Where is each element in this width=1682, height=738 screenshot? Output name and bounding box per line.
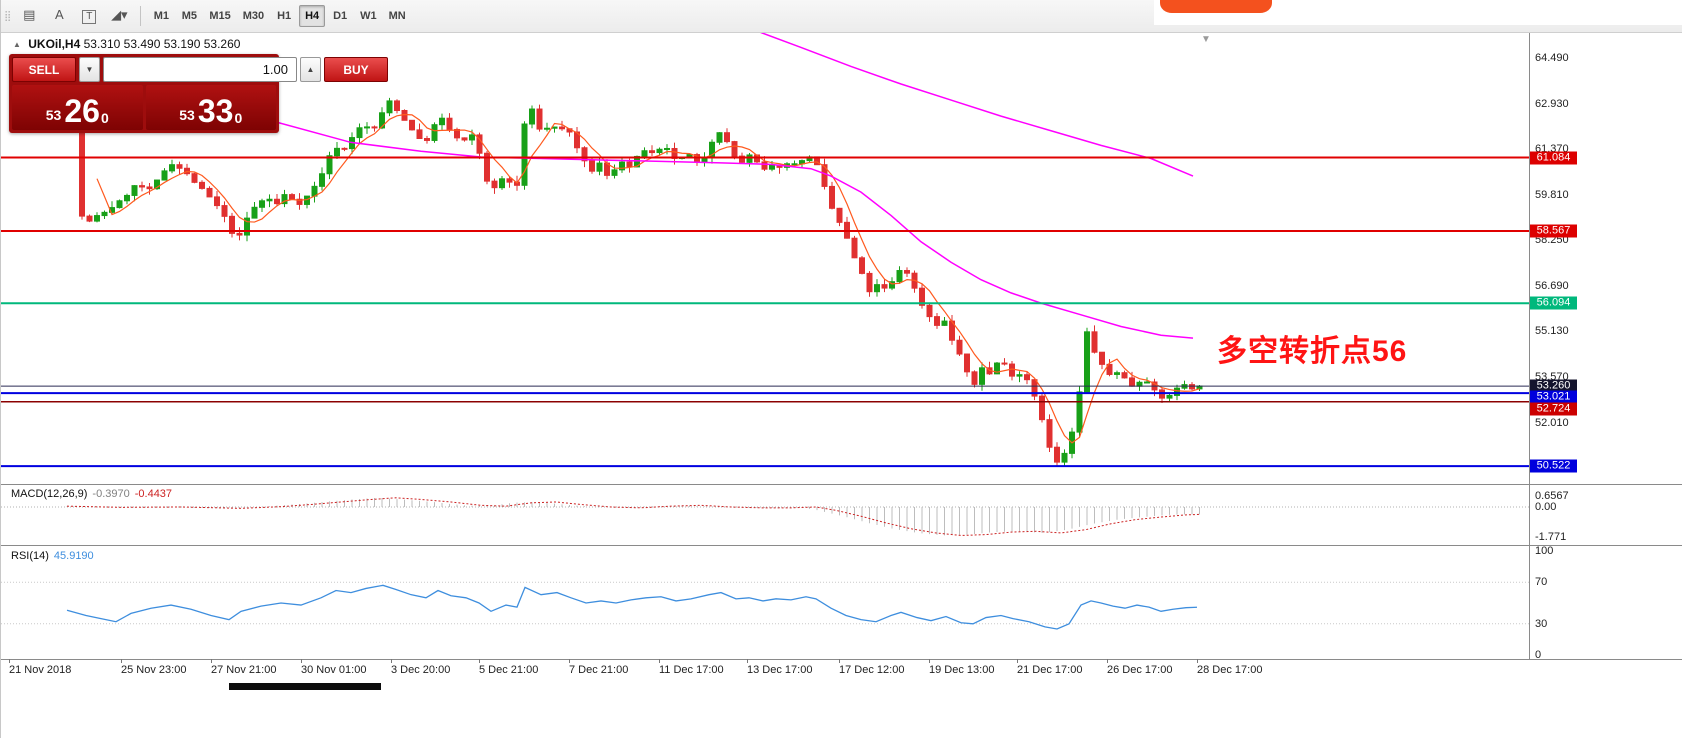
time-axis-label: 19 Dec 13:00 bbox=[929, 664, 995, 676]
ask-pips: 33 bbox=[197, 93, 234, 129]
time-tick bbox=[839, 659, 840, 663]
price-axis-label: 56.690 bbox=[1535, 279, 1569, 292]
time-tick bbox=[659, 659, 660, 663]
ohlc-values: 53.310 53.490 53.190 53.260 bbox=[83, 37, 241, 51]
timeframe-button-m5[interactable]: M5 bbox=[176, 5, 202, 27]
time-axis-label: 3 Dec 20:00 bbox=[391, 664, 451, 676]
macd-pane-label: MACD(12,26,9) -0.3970 -0.4437 bbox=[11, 488, 172, 500]
price-axis-label: 52.010 bbox=[1535, 416, 1569, 429]
macd-main-value: -0.3970 bbox=[92, 488, 130, 500]
time-axis-label: 5 Dec 21:00 bbox=[479, 664, 539, 676]
price-axis-label: 64.490 bbox=[1535, 52, 1569, 64]
time-tick bbox=[1197, 659, 1198, 663]
time-axis-label: 17 Dec 12:00 bbox=[839, 664, 905, 676]
macd-axis-label: 0.00 bbox=[1535, 501, 1557, 513]
volume-down-button[interactable]: ▼ bbox=[79, 57, 100, 82]
time-axis-label: 28 Dec 17:00 bbox=[1197, 664, 1263, 676]
sell-button[interactable]: SELL bbox=[12, 57, 76, 82]
rsi-axis-label: 0 bbox=[1535, 649, 1542, 661]
time-axis-label: 25 Nov 23:00 bbox=[121, 664, 187, 676]
rsi-axis-label: 30 bbox=[1535, 617, 1548, 630]
taskbar-fragment bbox=[229, 683, 381, 690]
price-axis-badge: 50.522 bbox=[1530, 459, 1577, 473]
time-axis-label: 11 Dec 17:00 bbox=[659, 664, 724, 676]
time-tick bbox=[569, 659, 570, 663]
macd-signal-value: -0.4437 bbox=[134, 488, 173, 500]
toolbar-drag-handle-icon[interactable]: ⣿ bbox=[4, 10, 11, 22]
drawing-tools-group: ▤ A T ◢▾ bbox=[14, 3, 134, 30]
timeframe-button-h4[interactable]: H4 bbox=[299, 5, 326, 27]
time-tick bbox=[1017, 659, 1018, 663]
timeframe-button-m1[interactable]: M1 bbox=[148, 5, 174, 27]
price-axis-label: 59.810 bbox=[1535, 188, 1569, 201]
macd-axis-label: 0.6567 bbox=[1535, 490, 1569, 502]
toolbar-separator bbox=[140, 6, 142, 26]
time-axis-label: 30 Nov 01:00 bbox=[301, 664, 367, 676]
time-tick bbox=[301, 659, 302, 663]
text-label-icon[interactable]: A bbox=[54, 7, 64, 23]
buy-button[interactable]: BUY bbox=[324, 57, 388, 82]
macd-indicator-name: MACD(12,26,9) bbox=[11, 488, 88, 500]
text-box-icon[interactable]: T bbox=[76, 5, 102, 29]
bid-pipette: 0 bbox=[100, 110, 109, 126]
time-tick bbox=[121, 659, 122, 663]
chart-grid-icon[interactable]: ▤ bbox=[23, 7, 36, 23]
macd-axis-label: -1.771 bbox=[1535, 530, 1567, 543]
rsi-indicator-name: RSI(14) bbox=[11, 550, 49, 562]
time-tick bbox=[479, 659, 480, 663]
time-axis-label: 27 Nov 21:00 bbox=[211, 664, 277, 676]
rsi-pane-label: RSI(14) 45.9190 bbox=[11, 550, 94, 562]
price-axis-badge: 53.021 bbox=[1530, 390, 1577, 404]
shapes-dropdown-icon[interactable]: ◢▾ bbox=[111, 7, 128, 23]
bid-whole: 53 bbox=[45, 107, 62, 123]
price-axis-badge: 53.260 bbox=[1530, 379, 1577, 393]
ask-pipette: 0 bbox=[234, 110, 243, 126]
timeframe-button-w1[interactable]: W1 bbox=[355, 5, 382, 27]
volume-up-button[interactable]: ▲ bbox=[300, 57, 321, 82]
overlay-logo-shape bbox=[1160, 0, 1272, 13]
price-axis-badge: 56.094 bbox=[1530, 296, 1577, 310]
overlay-window-fragment bbox=[1154, 0, 1682, 26]
time-axis-label: 26 Dec 17:00 bbox=[1107, 664, 1173, 676]
time-tick bbox=[391, 659, 392, 663]
one-click-toggle-icon[interactable]: ▲ bbox=[13, 40, 21, 49]
time-tick bbox=[1107, 659, 1108, 663]
timeframe-button-h1[interactable]: H1 bbox=[271, 5, 297, 27]
timeframe-group: M1 M5 M15 M30 H1 H4 D1 W1 MN bbox=[147, 5, 411, 27]
rsi-axis-label: 100 bbox=[1535, 545, 1554, 557]
time-tick bbox=[9, 659, 10, 663]
one-click-trading-panel: SELL ▼ ▲ BUY 53 26 0 53 33 0 bbox=[9, 54, 388, 133]
price-axis-badge: 61.084 bbox=[1530, 151, 1577, 164]
volume-input[interactable] bbox=[103, 57, 297, 82]
price-axis-label: 55.130 bbox=[1535, 325, 1569, 338]
timeframe-button-m15[interactable]: M15 bbox=[204, 5, 235, 27]
price-axis-label: 62.930 bbox=[1535, 97, 1569, 110]
ask-price-display[interactable]: 53 33 0 bbox=[145, 85, 276, 130]
bid-price-display[interactable]: 53 26 0 bbox=[12, 85, 143, 130]
bid-pips: 26 bbox=[64, 93, 100, 129]
rsi-axis-label: 70 bbox=[1535, 576, 1548, 589]
symbol-period-label: UKOil,H4 bbox=[28, 37, 81, 51]
chart-shift-marker-icon[interactable]: ▼ bbox=[1201, 34, 1211, 45]
timeframe-button-m30[interactable]: M30 bbox=[238, 5, 269, 27]
time-tick bbox=[747, 659, 748, 663]
time-tick bbox=[929, 659, 930, 663]
time-axis-label: 13 Dec 17:00 bbox=[747, 664, 813, 676]
chart-text-annotation[interactable]: 多空转折点56 bbox=[1217, 335, 1408, 368]
chart-title: ▲ UKOil,H4 53.310 53.490 53.190 53.260 bbox=[13, 37, 240, 51]
timeframe-button-d1[interactable]: D1 bbox=[327, 5, 353, 27]
time-tick bbox=[211, 659, 212, 663]
time-axis-label: 7 Dec 21:00 bbox=[569, 664, 629, 676]
price-axis-badge: 52.724 bbox=[1530, 402, 1577, 416]
rsi-value: 45.9190 bbox=[53, 550, 94, 562]
timeframe-button-mn[interactable]: MN bbox=[384, 5, 411, 27]
time-axis-label: 21 Nov 2018 bbox=[9, 664, 72, 676]
time-axis-label: 21 Dec 17:00 bbox=[1017, 664, 1083, 676]
ask-whole: 53 bbox=[179, 107, 195, 123]
price-axis-badge: 58.567 bbox=[1530, 224, 1577, 238]
